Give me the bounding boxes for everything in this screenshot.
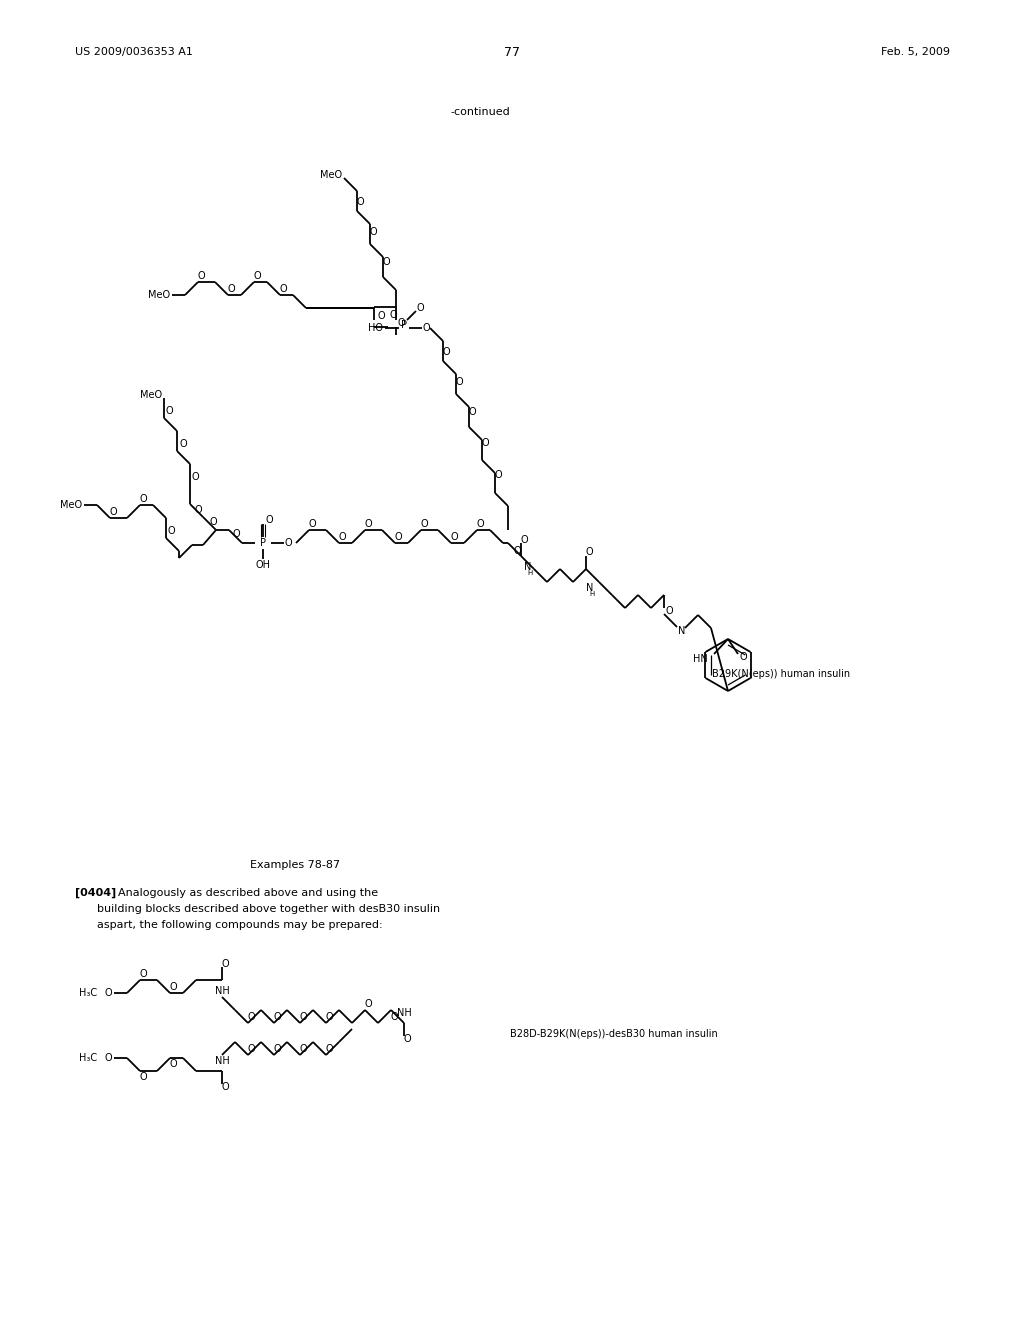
Text: O: O [273, 1012, 281, 1022]
Text: P: P [401, 319, 407, 330]
Text: O: O [169, 982, 177, 993]
Text: 77: 77 [504, 45, 520, 58]
Text: O: O [382, 257, 390, 267]
Text: P: P [260, 539, 266, 548]
Text: O: O [169, 1059, 177, 1069]
Text: O: O [326, 1044, 333, 1053]
Text: O: O [422, 323, 430, 333]
Text: O: O [520, 535, 527, 545]
Text: O: O [398, 318, 406, 327]
Text: H₃C: H₃C [79, 987, 97, 998]
Text: O: O [253, 271, 261, 281]
Text: O: O [299, 1012, 307, 1022]
Text: O: O [265, 515, 272, 525]
Text: Examples 78-87: Examples 78-87 [250, 861, 340, 870]
Text: O: O [247, 1044, 255, 1053]
Text: O: O [326, 1012, 333, 1022]
Text: O: O [221, 960, 228, 969]
Text: O: O [585, 546, 593, 557]
Text: O: O [356, 197, 364, 207]
Text: MeO: MeO [59, 500, 82, 510]
Text: O: O [451, 532, 458, 543]
Text: building blocks described above together with desB30 insulin: building blocks described above together… [97, 904, 440, 913]
Text: O: O [666, 606, 674, 616]
Text: NH: NH [215, 1056, 229, 1067]
Text: O: O [104, 987, 112, 998]
Text: -continued: -continued [451, 107, 510, 117]
Text: O: O [338, 532, 346, 543]
Text: O: O [390, 1012, 397, 1022]
Text: O: O [104, 1053, 112, 1063]
Text: O: O [247, 1012, 255, 1022]
Text: O: O [179, 440, 186, 449]
Text: O: O [468, 407, 476, 417]
Text: O: O [221, 1082, 228, 1092]
Text: B28D-B29K(N(eps))-desB30 human insulin: B28D-B29K(N(eps))-desB30 human insulin [510, 1030, 718, 1039]
Text: MeO: MeO [140, 389, 162, 400]
Text: O: O [168, 525, 176, 536]
Text: OH: OH [256, 560, 270, 570]
Text: O: O [280, 284, 287, 294]
Text: O: O [308, 519, 315, 529]
Text: MeO: MeO [147, 290, 170, 300]
Text: N: N [678, 626, 686, 636]
Text: O: O [139, 1072, 146, 1082]
Text: O: O [442, 347, 450, 356]
Text: O: O [110, 507, 117, 517]
Text: O: O [403, 1034, 411, 1044]
Text: O: O [370, 227, 377, 238]
Text: O: O [209, 517, 217, 527]
Text: O: O [198, 271, 205, 281]
Text: O: O [139, 969, 146, 979]
Text: O: O [139, 494, 146, 504]
Text: NH: NH [215, 986, 229, 997]
Text: O: O [420, 519, 428, 529]
Text: O: O [513, 546, 521, 556]
Text: HO: HO [368, 323, 383, 333]
Text: aspart, the following compounds may be prepared:: aspart, the following compounds may be p… [97, 920, 383, 931]
Text: O: O [365, 519, 372, 529]
Text: O: O [476, 519, 483, 529]
Text: O: O [232, 529, 240, 539]
Text: O: O [377, 312, 385, 321]
Text: N: N [587, 583, 594, 593]
Text: O: O [166, 407, 174, 416]
Text: O: O [416, 304, 424, 313]
Text: O: O [227, 284, 234, 294]
Text: O: O [495, 470, 502, 480]
Text: [0404]: [0404] [75, 888, 117, 898]
Text: O: O [365, 999, 372, 1008]
Text: Analogously as described above and using the: Analogously as described above and using… [118, 888, 378, 898]
Text: O: O [481, 438, 488, 447]
Text: H₃C: H₃C [79, 1053, 97, 1063]
Text: O: O [273, 1044, 281, 1053]
Text: O: O [739, 652, 746, 663]
Text: N: N [524, 562, 531, 572]
Text: O: O [456, 378, 463, 387]
Text: H: H [590, 591, 595, 597]
Text: H: H [527, 570, 532, 576]
Text: O: O [394, 532, 401, 543]
Text: O: O [299, 1044, 307, 1053]
Text: NH: NH [396, 1008, 412, 1018]
Text: O: O [285, 539, 292, 548]
Text: HN: HN [693, 653, 708, 664]
Text: US 2009/0036353 A1: US 2009/0036353 A1 [75, 48, 193, 57]
Text: O: O [193, 473, 200, 482]
Text: Feb. 5, 2009: Feb. 5, 2009 [881, 48, 950, 57]
Text: MeO: MeO [319, 170, 342, 180]
Text: O: O [195, 506, 202, 515]
Text: O: O [389, 310, 397, 319]
Text: B29K(N(eps)) human insulin: B29K(N(eps)) human insulin [712, 669, 850, 678]
